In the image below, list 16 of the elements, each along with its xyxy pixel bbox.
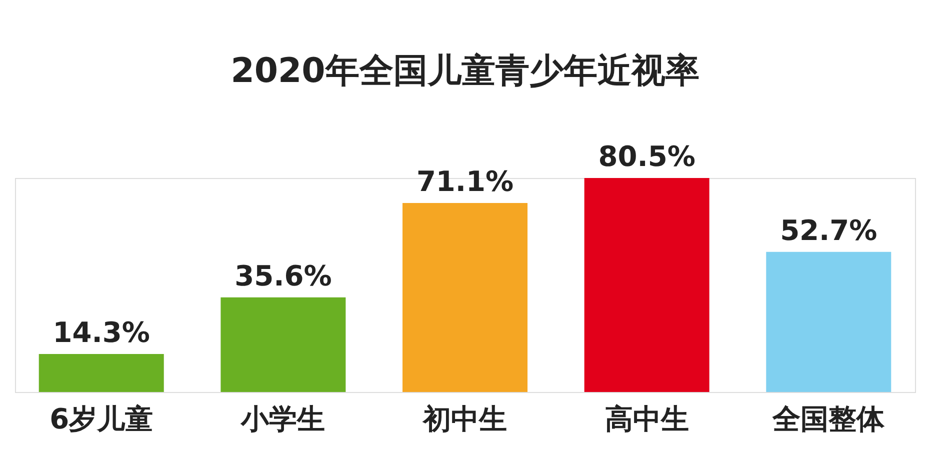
x-tick-label: 小学生 [240, 402, 326, 436]
x-tick-label: 6岁儿童 [50, 402, 154, 436]
data-label: 14.3% [52, 316, 150, 349]
data-label: 71.1% [416, 164, 514, 198]
data-label: 80.5% [598, 140, 696, 173]
bar [766, 252, 892, 392]
bar [38, 354, 164, 392]
x-tick-label: 全国整体 [772, 402, 886, 436]
bar [220, 297, 346, 392]
x-tick-label: 高中生 [604, 402, 689, 436]
data-label: 35.6% [234, 259, 332, 292]
bar [584, 178, 710, 392]
data-label: 52.7% [780, 214, 878, 247]
chart-title: 2020年全国儿童青少年近视率 [230, 51, 700, 91]
x-tick-label: 初中生 [422, 402, 507, 436]
bar [402, 202, 528, 392]
